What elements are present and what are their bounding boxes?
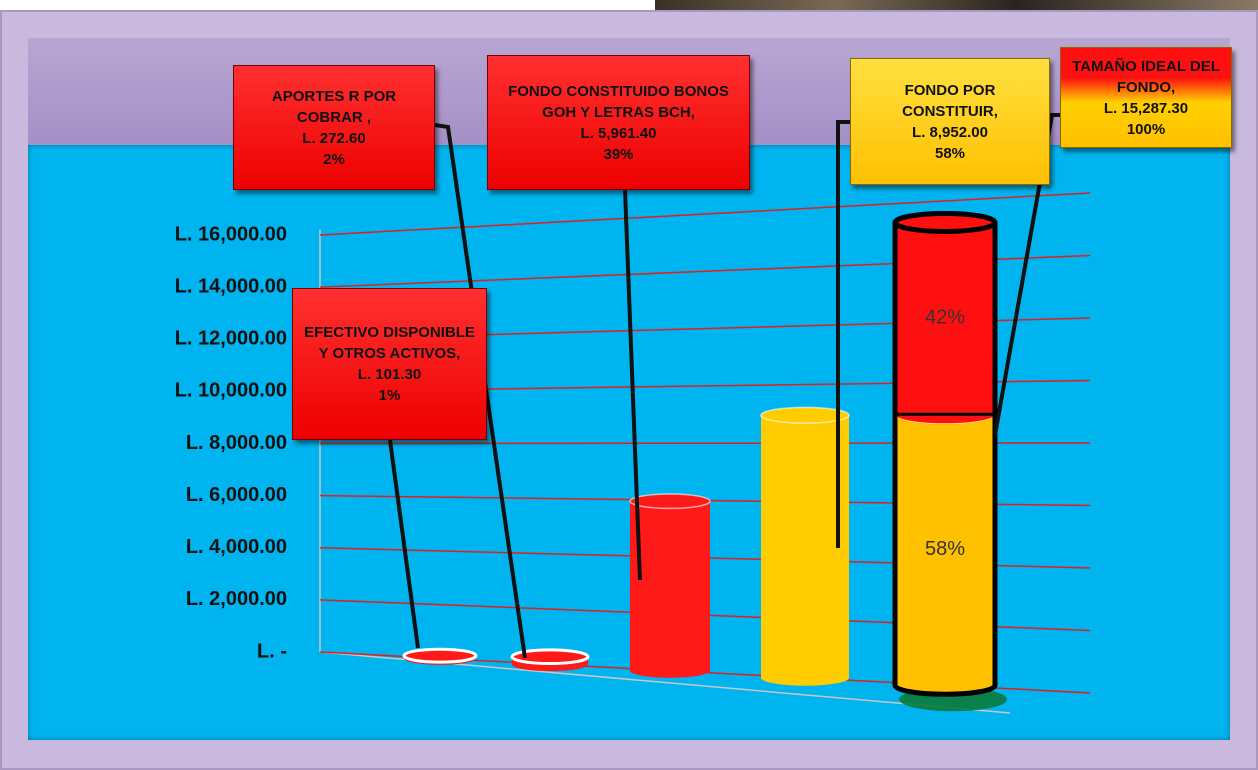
callout: TAMAÑO IDEAL DEL FONDO, L. 15,287.30 100% [1060, 47, 1232, 148]
bar [402, 647, 478, 665]
callout-category: EFECTIVO DISPONIBLE Y OTROS ACTIVOS, [304, 324, 475, 362]
y-tick-label: L. 10,000.00 [175, 380, 287, 402]
bar [510, 648, 590, 672]
cylinder-top [510, 648, 590, 666]
callout-value: L. 15,287.30 [1103, 99, 1189, 117]
callout-percent: 2% [323, 150, 345, 168]
y-tick-label: L. 6,000.00 [186, 484, 287, 506]
leader-line [434, 123, 527, 659]
callout-category: FONDO CONSTITUIDO BONOS GOH Y LETRAS BCH… [508, 82, 729, 121]
callout-category: FONDO POR CONSTITUIR, [902, 81, 998, 120]
y-tick-label: L. 8,000.00 [186, 432, 287, 454]
stack-segment [894, 212, 996, 424]
callout-category: APORTES R POR COBRAR , [271, 87, 397, 126]
callout-value: L. 8,952.00 [912, 123, 988, 141]
outline-top [892, 210, 998, 234]
bar [629, 493, 711, 678]
cylinder-top [760, 406, 850, 424]
cylinder-body [761, 415, 849, 678]
callout-value: L. 272.60 [302, 129, 366, 147]
y-tick-label: L. 16,000.00 [175, 223, 287, 245]
cylinder-body [895, 222, 995, 415]
cylinder-top [629, 493, 711, 510]
photo-strip [655, 0, 1258, 11]
callout-percent: 1% [378, 387, 401, 404]
leader-line [836, 120, 850, 548]
y-tick-label: L. - [257, 640, 287, 662]
leader-line [388, 439, 420, 649]
y-tick-label: L. 2,000.00 [186, 588, 287, 610]
callout: FONDO CONSTITUIDO BONOS GOH Y LETRAS BCH… [487, 55, 750, 190]
total-outline [892, 210, 998, 697]
leader-line [993, 113, 1062, 436]
cylinder-body [630, 501, 710, 671]
callout-percent: 58% [934, 144, 966, 162]
callout-category: TAMAÑO IDEAL DEL FONDO, [1072, 57, 1220, 96]
bar [760, 406, 850, 686]
stack-label: 58% [925, 538, 965, 560]
outline-body [892, 222, 998, 697]
y-tick-label: L. 12,000.00 [175, 328, 287, 350]
stack-label: 42% [925, 307, 965, 329]
y-tick-label: L. 4,000.00 [186, 536, 287, 558]
callout: FONDO POR CONSTITUIR, L. 8,952.00 58% [850, 58, 1050, 185]
callout: EFECTIVO DISPONIBLE Y OTROS ACTIVOS, L. 1… [292, 288, 487, 440]
grid-line [319, 192, 1091, 236]
callout-percent: 39% [603, 145, 634, 163]
callout-value: L. 5,961.40 [580, 124, 657, 142]
callout: APORTES R POR COBRAR , L. 272.60 2% [233, 65, 435, 190]
callout-percent: 100% [1126, 120, 1166, 138]
cylinder-top [402, 647, 478, 664]
y-tick-label: L. 14,000.00 [175, 275, 287, 297]
callout-value: L. 101.30 [357, 366, 422, 383]
cylinder-body [895, 414, 995, 686]
leader-line [623, 189, 642, 581]
